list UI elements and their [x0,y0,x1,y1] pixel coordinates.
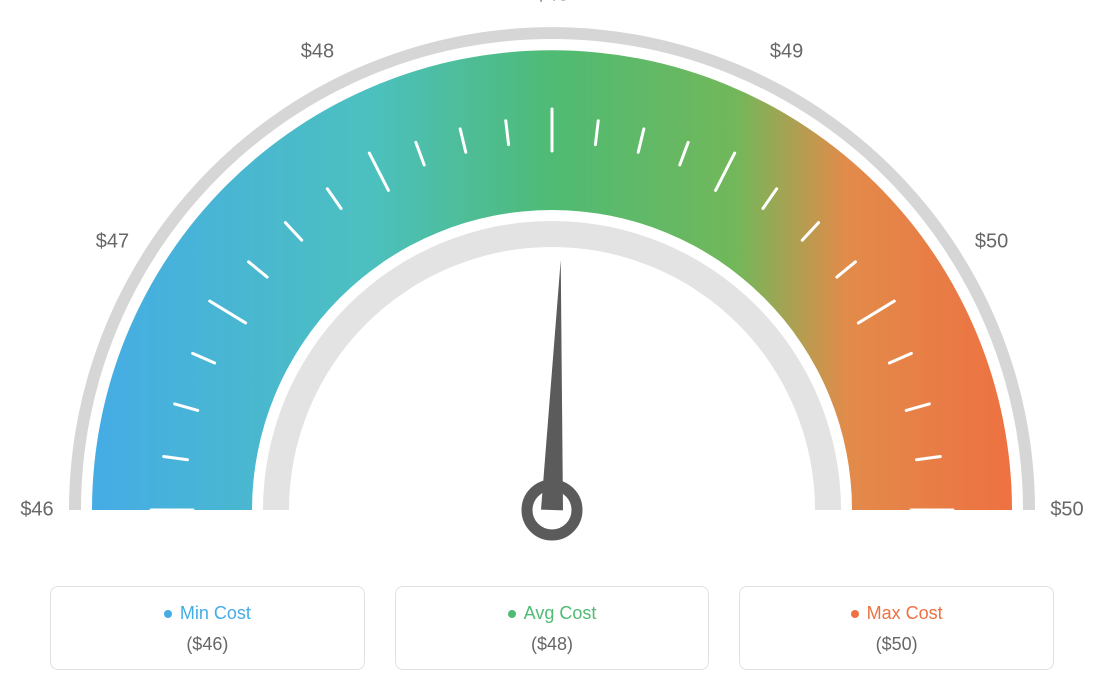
legend-dot-avg [508,610,516,618]
legend-card-avg: Avg Cost ($48) [395,586,710,670]
gauge-tick-label: $47 [96,230,129,253]
gauge-tick-label: $48 [301,40,334,63]
gauge-tick-label: $48 [535,0,568,7]
gauge-tick-label: $50 [975,230,1008,253]
legend-label-avg: Avg Cost [524,603,597,624]
legend-card-max: Max Cost ($50) [739,586,1054,670]
legend-label-max: Max Cost [867,603,943,624]
legend-title-max: Max Cost [750,603,1043,624]
legend-dot-min [164,610,172,618]
legend-row: Min Cost ($46) Avg Cost ($48) Max Cost (… [50,586,1054,670]
legend-label-min: Min Cost [180,603,251,624]
gauge-chart-container: $46 $47 $48 $48 $49 $50 $50 Min Cost ($46) Avg… [0,0,1104,690]
gauge-tick-label: $50 [1050,499,1083,522]
gauge-svg [0,0,1104,560]
legend-title-avg: Avg Cost [406,603,699,624]
gauge-area: $46 $47 $48 $48 $49 $50 $50 [0,0,1104,560]
legend-value-avg: ($48) [406,634,699,655]
gauge-tick-label: $49 [770,40,803,63]
legend-title-min: Min Cost [61,603,354,624]
legend-value-max: ($50) [750,634,1043,655]
gauge-tick-label: $46 [20,499,53,522]
legend-card-min: Min Cost ($46) [50,586,365,670]
legend-dot-max [851,610,859,618]
legend-value-min: ($46) [61,634,354,655]
